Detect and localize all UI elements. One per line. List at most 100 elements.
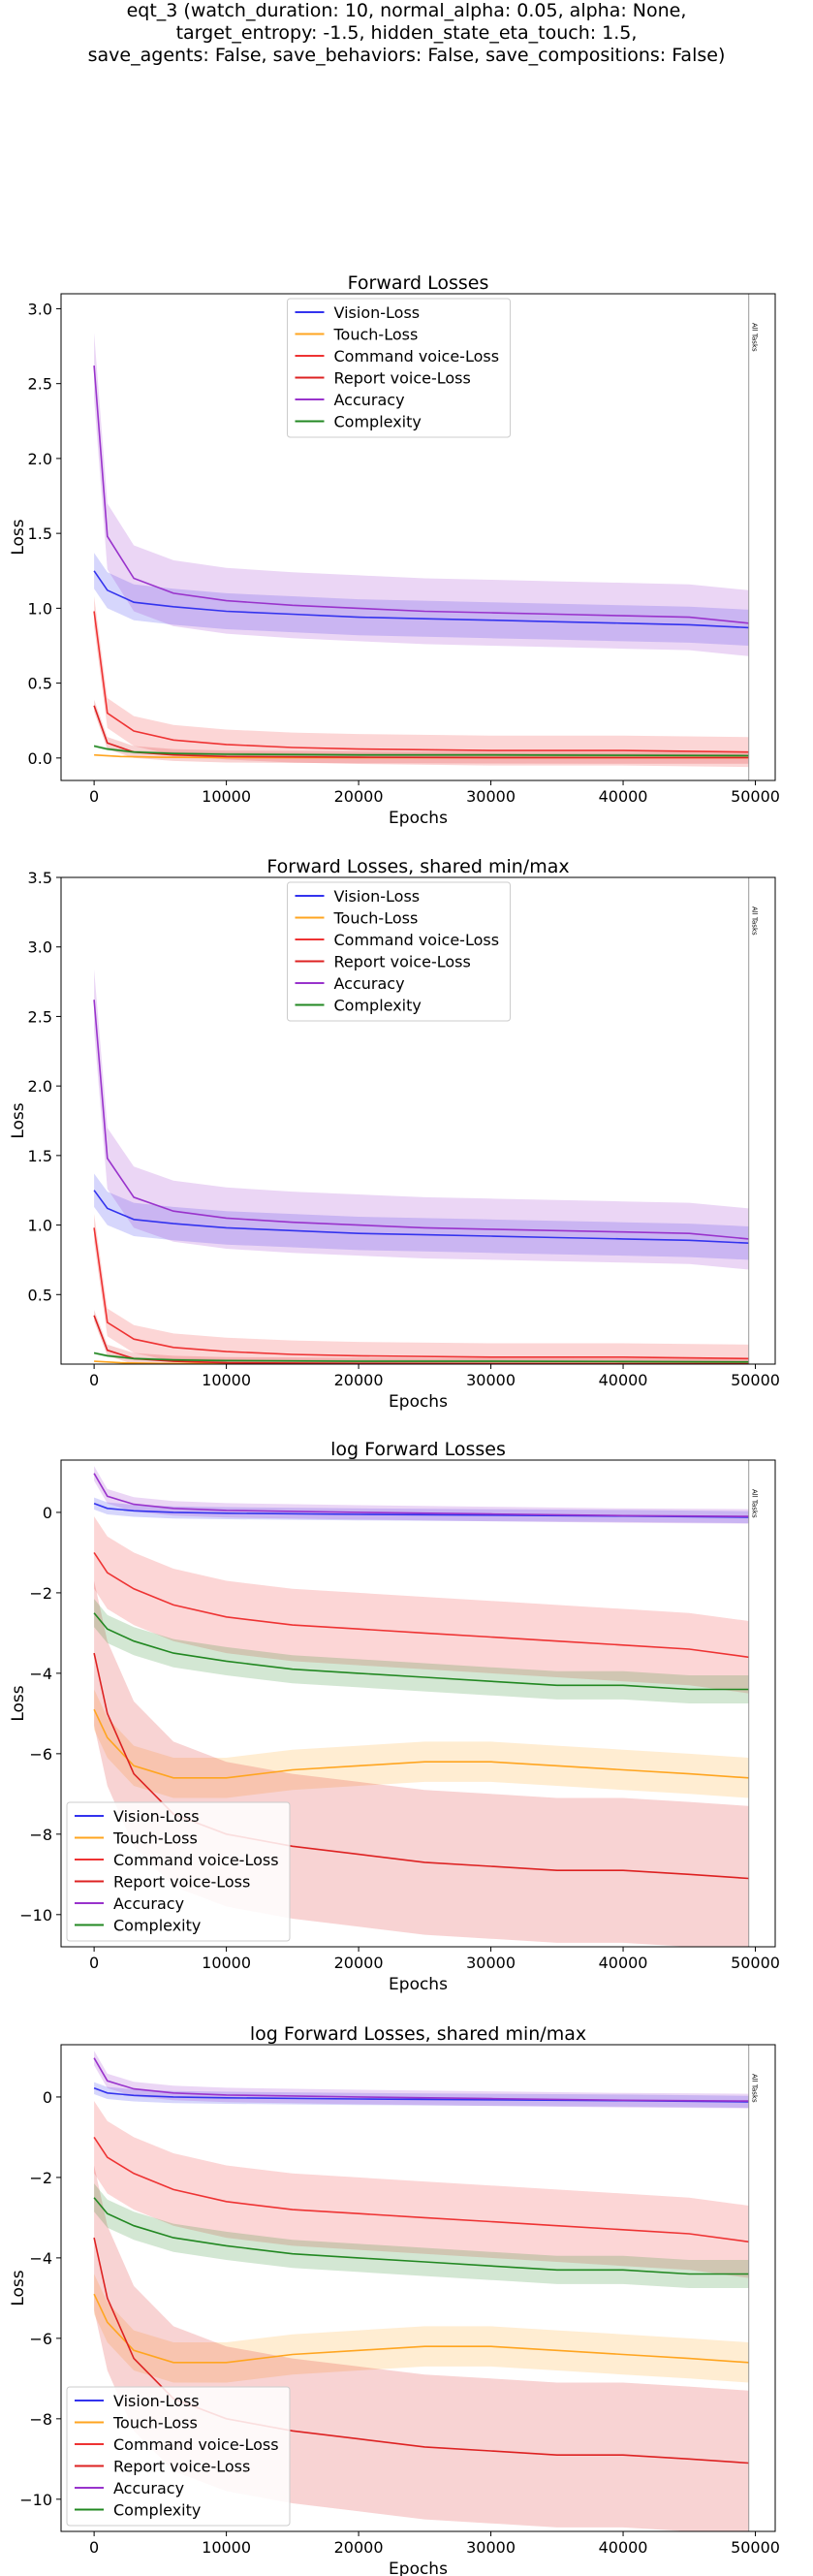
series-line — [93, 366, 749, 624]
y-tick-label: 1.0 — [28, 599, 52, 618]
y-axis-label: Loss — [9, 2270, 28, 2306]
legend-entry: Touch-Loss — [333, 909, 419, 928]
x-tick-label: 10000 — [202, 787, 251, 806]
legend: Vision-Loss Touch-Loss Command voice-Loss R… — [66, 2386, 291, 2527]
y-tick-label: 1.0 — [28, 1217, 52, 1235]
plot-frame — [60, 876, 776, 1365]
legend-entry: Report voice-Loss — [113, 2458, 250, 2476]
legend-entry: Accuracy — [113, 2479, 184, 2497]
y-tick-label: 0.0 — [28, 749, 52, 768]
all-tasks-label: All Tasks — [751, 2074, 759, 2103]
series-band — [94, 1466, 749, 1524]
x-axis-label: Epochs — [389, 2560, 448, 2576]
series-line — [93, 1000, 749, 1240]
figure-title: eqt_3 (watch_duration: 10, normal_alpha:… — [0, 0, 813, 67]
x-tick-label: 0 — [89, 2538, 99, 2557]
x-tick-label: 50000 — [731, 2538, 780, 2557]
legend-entry: Report voice-Loss — [334, 369, 471, 388]
chart-panel: All Tasks 0 10000 20000 30000 40000 50000 −10 −8… — [9, 1439, 780, 1994]
legend: Vision-Loss Touch-Loss Command voice-Loss R… — [66, 1801, 291, 1942]
series-band — [94, 1599, 749, 1703]
y-tick-label: −2 — [29, 1584, 52, 1603]
chart-panel: All Tasks 0 10000 20000 30000 40000 50000 0.0 0.… — [9, 272, 780, 828]
series-line — [93, 570, 749, 629]
y-tick-label: 2.0 — [28, 1077, 52, 1096]
legend-entry: Complexity — [334, 413, 422, 431]
y-tick-label: 2.5 — [28, 375, 52, 394]
series-band — [94, 1516, 749, 1694]
legend-entry: Touch-Loss — [112, 2414, 198, 2433]
y-tick-label: −4 — [29, 1665, 52, 1683]
legend-entry: Command voice-Loss — [113, 1851, 279, 1869]
legend: Vision-Loss Touch-Loss Command voice-Loss R… — [287, 298, 511, 438]
legend-entry: Accuracy — [334, 391, 405, 409]
series-line — [93, 1708, 749, 1779]
x-tick-label: 0 — [89, 1371, 99, 1389]
all-tasks-label: All Tasks — [751, 1489, 759, 1518]
x-tick-label: 50000 — [731, 787, 780, 806]
legend-entry: Complexity — [113, 1917, 201, 1935]
y-tick-label: −4 — [29, 2249, 52, 2268]
series-line — [93, 2136, 749, 2243]
chart-title: log Forward Losses, shared min/max — [250, 2023, 586, 2045]
y-tick-label: 0 — [43, 2088, 52, 2107]
y-tick-label: 1.5 — [28, 1147, 52, 1165]
legend-entry: Vision-Loss — [334, 887, 421, 906]
x-tick-label: 0 — [89, 1954, 99, 1972]
y-axis-label: Loss — [9, 1102, 28, 1138]
y-tick-label: −6 — [29, 1745, 52, 1764]
legend: Vision-Loss Touch-Loss Command voice-Loss R… — [287, 881, 511, 1022]
plot-area — [93, 969, 749, 1364]
series-line — [93, 1352, 749, 1363]
figure-title-line: eqt_3 (watch_duration: 10, normal_alpha:… — [126, 0, 687, 21]
legend-entry: Accuracy — [334, 974, 405, 993]
series-line — [93, 1227, 749, 1360]
y-tick-label: −6 — [29, 2330, 52, 2348]
x-tick-label: 20000 — [334, 787, 384, 806]
series-line — [93, 745, 749, 757]
series-band — [94, 1214, 749, 1364]
legend-entry: Vision-Loss — [113, 1807, 200, 1826]
legend-entry: Touch-Loss — [112, 1829, 198, 1848]
x-tick-label: 40000 — [599, 1371, 648, 1389]
legend-entry: Report voice-Loss — [334, 953, 471, 971]
legend-entry: Report voice-Loss — [113, 1873, 250, 1892]
figure-title-line: save_agents: False, save_behaviors: Fals… — [87, 45, 726, 66]
y-tick-label: −2 — [29, 2169, 52, 2187]
y-tick-label: −10 — [19, 2491, 52, 2509]
legend-entry: Vision-Loss — [334, 303, 421, 322]
series-line — [93, 1652, 749, 1880]
y-tick-label: 2.0 — [28, 450, 52, 468]
series-band — [94, 333, 749, 656]
series-line — [93, 1612, 749, 1691]
series-line — [93, 705, 749, 759]
legend-box — [287, 881, 511, 1022]
x-tick-label: 50000 — [731, 1371, 780, 1389]
chart-title: Forward Losses, shared min/max — [266, 856, 569, 877]
x-axis-label: Epochs — [389, 809, 448, 828]
all-tasks-label: All Tasks — [751, 323, 759, 352]
legend-box — [66, 2386, 291, 2527]
legend-entry: Complexity — [334, 997, 422, 1015]
x-tick-label: 20000 — [334, 1371, 384, 1389]
legend-entry: Complexity — [113, 2501, 201, 2520]
series-line — [93, 1473, 749, 1517]
series-line — [93, 2197, 749, 2275]
plot-frame — [60, 293, 776, 781]
series-band — [94, 1689, 749, 1798]
series-band — [94, 2183, 749, 2288]
plot-area — [93, 333, 749, 768]
x-tick-label: 50000 — [731, 1954, 780, 1972]
x-tick-label: 20000 — [334, 1954, 384, 1972]
all-tasks-label: All Tasks — [751, 906, 759, 936]
legend-entry: Touch-Loss — [333, 326, 419, 344]
series-band — [94, 2101, 749, 2278]
series-band — [94, 2051, 749, 2109]
plot-frame — [60, 1459, 776, 1948]
x-tick-label: 40000 — [599, 2538, 648, 2557]
x-tick-label: 30000 — [466, 787, 516, 806]
figure-title-line: target_entropy: -1.5, hidden_state_eta_t… — [175, 22, 638, 44]
y-tick-label: 0.5 — [28, 1286, 52, 1304]
x-tick-label: 10000 — [202, 1954, 251, 1972]
